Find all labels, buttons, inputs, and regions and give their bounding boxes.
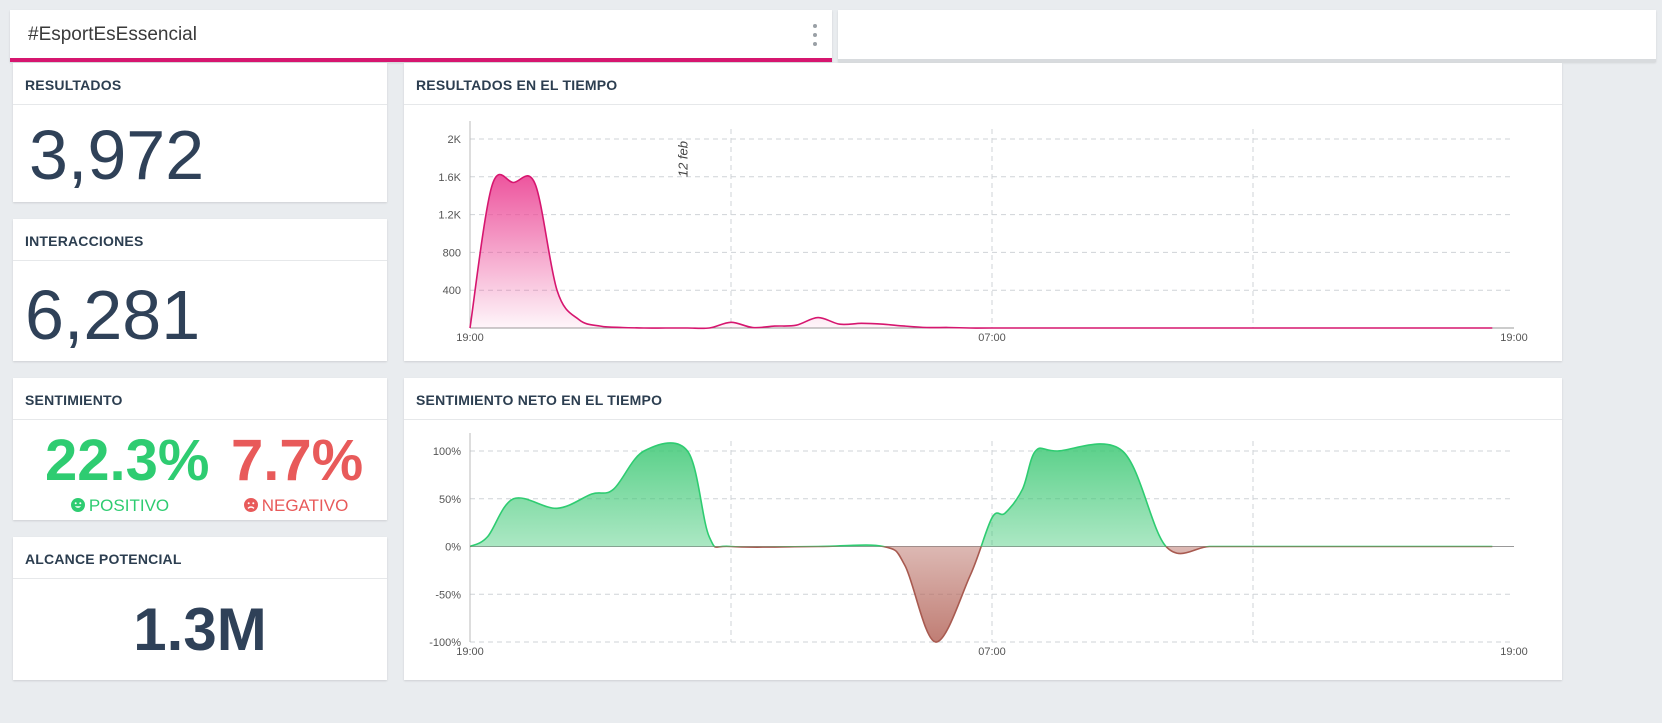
sentiment-time-chart: -100% -50% 0% 50% 100% 19:00 07:00 19:00	[429, 433, 1528, 658]
sentiment-card: SENTIMIENTO 22.3% POSITIVO 7.7% NEGATIVO	[13, 378, 387, 520]
sentiment-title: SENTIMIENTO	[13, 378, 387, 420]
results-time-chart: 400 800 1.2K 1.6K 2K 19:00 07:00 19:00 12 feb	[438, 121, 1528, 344]
sentiment-positive: 22.3% POSITIVO	[45, 428, 210, 516]
y-tick-label: 400	[443, 285, 461, 297]
date-annotation: 12 feb	[676, 141, 691, 177]
results-area	[470, 174, 1493, 329]
x-tick-label: 19:00	[1500, 646, 1528, 658]
sentiment-time-title: SENTIMIENTO NETO EN EL TIEMPO	[404, 378, 1562, 420]
x-tick-label: 07:00	[978, 332, 1006, 344]
y-tick-label: 2K	[448, 134, 462, 146]
y-tick-label: 0%	[445, 542, 461, 554]
results-value: 3,972	[29, 116, 205, 194]
negative-line	[470, 546, 1493, 643]
x-tick-label: 07:00	[978, 646, 1006, 658]
negative-label: NEGATIVO	[261, 496, 349, 515]
y-tick-label: -100%	[429, 637, 461, 649]
y-tick-label: 1.6K	[438, 172, 461, 184]
happy-face-icon	[70, 498, 85, 512]
interactions-card: INTERACCIONES 6,281	[13, 219, 387, 361]
x-tick-label: 19:00	[456, 646, 484, 658]
y-tick-label: 1.2K	[438, 210, 461, 222]
results-title: RESULTADOS	[13, 63, 387, 105]
results-line	[469, 173, 1493, 330]
sentiment-negative: 7.7% NEGATIVO	[231, 428, 364, 516]
empty-tab-slot[interactable]	[838, 10, 1656, 62]
y-tick-label: 100%	[433, 446, 461, 458]
positive-label: POSITIVO	[88, 496, 170, 515]
reach-value: 1.3M	[133, 596, 267, 663]
interactions-value: 6,281	[25, 276, 201, 354]
positive-line	[470, 442, 1493, 547]
y-tick-label: 800	[443, 247, 461, 259]
sad-face-icon	[243, 498, 258, 512]
results-time-title: RESULTADOS EN EL TIEMPO	[404, 63, 1562, 105]
sentiment-time-card: SENTIMIENTO NETO EN EL TIEMPO -100% -50% 0…	[404, 378, 1562, 680]
hashtag-tab-label: #EsportEsEssencial	[28, 24, 197, 45]
interactions-title: INTERACCIONES	[13, 219, 387, 261]
results-time-card: RESULTADOS EN EL TIEMPO 400 800 1.2K 1.6K 2K…	[404, 63, 1562, 361]
y-tick-label: -50%	[435, 589, 461, 601]
y-tick-label: 50%	[439, 494, 461, 506]
positive-area	[470, 443, 1493, 547]
kebab-menu-icon[interactable]	[812, 24, 818, 48]
reach-title: ALCANCE POTENCIAL	[13, 537, 387, 579]
reach-card: ALCANCE POTENCIAL 1.3M	[13, 537, 387, 680]
x-tick-label: 19:00	[456, 332, 484, 344]
x-tick-label: 19:00	[1500, 332, 1528, 344]
hashtag-tab[interactable]: #EsportEsEssencial	[10, 10, 832, 62]
results-card: RESULTADOS 3,972	[13, 63, 387, 202]
positive-value: 22.3%	[45, 428, 210, 493]
negative-value: 7.7%	[231, 428, 364, 493]
